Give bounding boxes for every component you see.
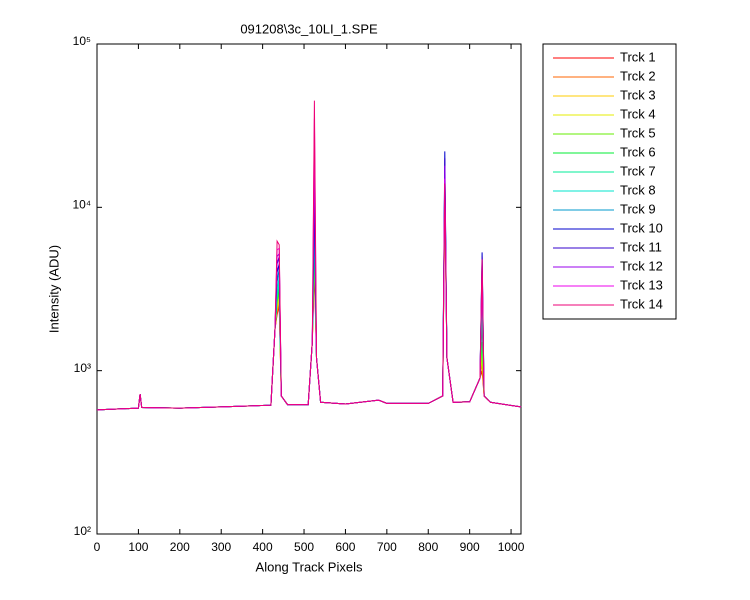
x-tick-label: 400 (253, 540, 273, 554)
x-tick-label: 900 (460, 540, 480, 554)
legend-label: Trck 4 (620, 106, 656, 121)
x-tick-label: 100 (128, 540, 148, 554)
x-tick-label: 600 (335, 540, 355, 554)
x-axis-label: Along Track Pixels (256, 559, 363, 574)
legend-label: Trck 8 (620, 182, 656, 197)
legend-label: Trck 9 (620, 201, 656, 216)
legend-label: Trck 6 (620, 144, 656, 159)
legend-label: Trck 14 (620, 296, 663, 311)
y-tick-label: 10³ (74, 361, 91, 375)
legend-label: Trck 3 (620, 87, 656, 102)
y-tick-label: 10² (74, 524, 91, 538)
x-tick-label: 1000 (498, 540, 525, 554)
y-tick-label: 10⁴ (72, 198, 91, 212)
legend-label: Trck 2 (620, 68, 656, 83)
x-tick-label: 200 (170, 540, 190, 554)
x-tick-label: 300 (211, 540, 231, 554)
y-axis-label: Intensity (ADU) (46, 245, 61, 333)
legend-label: Trck 11 (620, 239, 662, 254)
x-tick-label: 500 (294, 540, 314, 554)
chart-title: 091208\3c_10LI_1.SPE (240, 21, 378, 36)
legend-label: Trck 12 (620, 258, 663, 273)
x-tick-label: 800 (418, 540, 438, 554)
x-tick-label: 700 (377, 540, 397, 554)
legend-label: Trck 13 (620, 277, 663, 292)
legend-label: Trck 5 (620, 125, 656, 140)
legend-label: Trck 7 (620, 163, 656, 178)
legend-label: Trck 1 (620, 49, 656, 64)
legend-label: Trck 10 (620, 220, 663, 235)
plot-area (96, 43, 522, 535)
series-line (96, 100, 522, 411)
y-tick-label: 10⁵ (73, 34, 91, 48)
x-tick-label: 0 (94, 540, 101, 554)
legend-box (542, 43, 677, 320)
